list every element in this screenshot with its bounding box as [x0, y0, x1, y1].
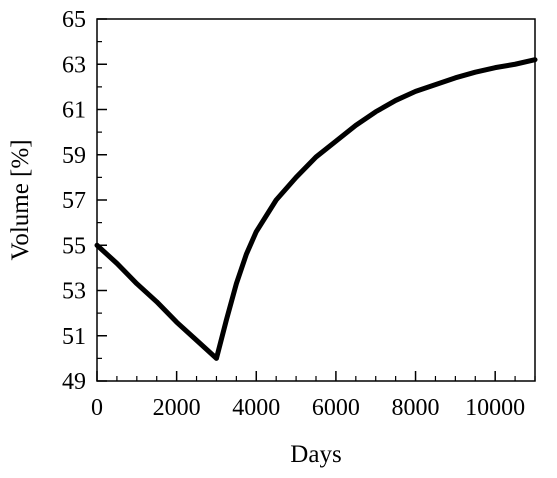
x-tick-label: 8000: [392, 395, 440, 421]
y-tick-label: 49: [62, 369, 86, 395]
y-tick-label: 57: [62, 188, 86, 214]
minor-ticks: [97, 41, 536, 381]
x-tick-label: 2000: [153, 395, 201, 421]
y-tick-label: 59: [62, 143, 86, 169]
plot-frame: [96, 18, 536, 382]
y-tick-label: 61: [62, 98, 86, 124]
series-line: [94, 57, 538, 361]
x-tick-labels: 0 2000 4000 6000 8000 10000: [91, 395, 525, 421]
y-tick-label: 51: [62, 324, 86, 350]
x-tick-label: 10000: [465, 395, 525, 421]
y-tick-label: 53: [62, 279, 86, 305]
x-tick-label: 6000: [312, 395, 360, 421]
y-tick-labels: 49 51 53 55 57 59 61 63 65: [62, 7, 86, 395]
y-axis-title: Volume [%]: [7, 139, 34, 260]
x-tick-label: 0: [91, 395, 103, 421]
major-ticks: [96, 18, 496, 382]
x-axis-title: Days: [290, 441, 341, 468]
y-tick-label: 65: [62, 7, 86, 33]
y-tick-label: 55: [62, 233, 86, 259]
x-tick-label: 4000: [232, 395, 280, 421]
y-tick-label: 63: [62, 52, 86, 78]
